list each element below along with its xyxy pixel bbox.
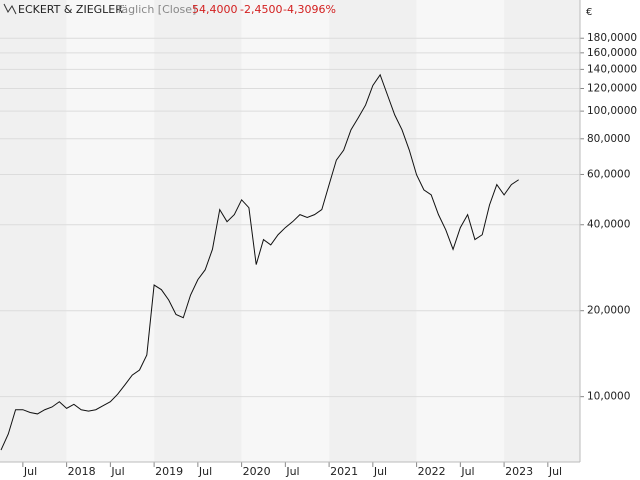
y-tick-label: 120,0000 [587, 83, 637, 95]
currency: € [586, 7, 592, 18]
x-tick-label: 2019 [155, 465, 183, 478]
chart-title: ECKERT & ZIEGLER [18, 3, 123, 16]
x-tick-label: Jul [198, 465, 212, 478]
plot [0, 73, 519, 451]
band [416, 0, 505, 462]
line-icon [3, 3, 17, 15]
x-tick-label: Jul [285, 465, 299, 478]
band [504, 0, 580, 462]
y-tick-label: 20,0000 [587, 305, 630, 317]
x-tick-label: 2020 [243, 465, 271, 478]
x-tick-label: 2021 [330, 465, 358, 478]
band [0, 0, 67, 462]
x-tick-label: 2018 [68, 465, 96, 478]
y-tick-label: 180,0000 [587, 32, 637, 44]
y-tick-label: 40,0000 [587, 219, 630, 231]
band [66, 0, 155, 462]
band [154, 0, 242, 462]
change: -2,4500 [240, 3, 282, 16]
x-tick-label: Jul [548, 465, 562, 478]
y-tick-label: 140,0000 [587, 63, 637, 75]
y-tick-label: 10,0000 [587, 391, 630, 403]
price-line [0, 73, 519, 451]
grid: 10,0000 20,0000 40,0000 60,0000 80,0000 100,0… [0, 32, 637, 478]
y-tick-label: 80,0000 [587, 133, 630, 145]
band [329, 0, 417, 462]
x-tick-label: Jul [373, 465, 387, 478]
chart-subtitle: Täglich [Close] [115, 3, 196, 16]
bands [0, 0, 580, 462]
x-tick-label: 2022 [418, 465, 446, 478]
x-tick-label: Jul [110, 465, 124, 478]
y-tick-label: 60,0000 [587, 168, 630, 180]
x-tick-label: Jul [23, 465, 37, 478]
x-tick-label: 2023 [505, 465, 533, 478]
x-tick-label: Jul [460, 465, 474, 478]
band [241, 0, 330, 462]
change-percent: -4,3096% [283, 3, 336, 16]
last-price: 54,4000 [192, 3, 238, 16]
y-tick-label: 160,0000 [587, 47, 637, 59]
y-tick-label: 100,0000 [587, 105, 637, 117]
